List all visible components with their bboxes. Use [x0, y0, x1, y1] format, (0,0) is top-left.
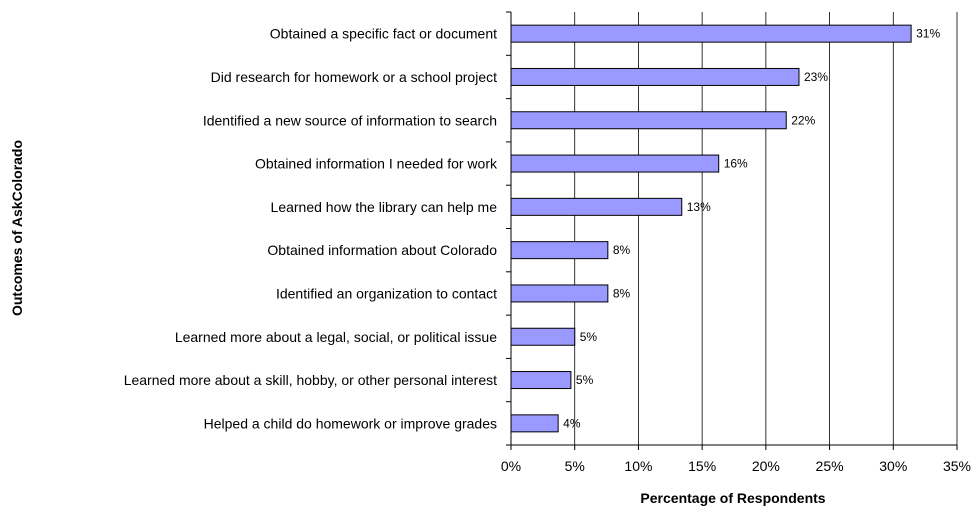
x-tick-label: 5%	[565, 458, 585, 474]
category-label: Obtained information I needed for work	[255, 156, 498, 172]
data-label: 22%	[791, 113, 815, 127]
bar	[510, 371, 572, 390]
bar	[510, 241, 609, 260]
x-tick-label: 25%	[816, 458, 844, 474]
data-label: 16%	[724, 157, 748, 171]
x-tick-label: 15%	[688, 458, 716, 474]
data-label: 4%	[563, 416, 581, 430]
x-tick-label: 35%	[943, 458, 971, 474]
data-label: 13%	[687, 200, 711, 214]
category-label: Obtained information about Colorado	[267, 242, 497, 258]
category-label: Learned how the library can help me	[271, 199, 498, 215]
category-label: Obtained a specific fact or document	[270, 26, 497, 42]
x-tick-label: 30%	[879, 458, 907, 474]
data-label: 5%	[576, 373, 594, 387]
category-label: Learned more about a skill, hobby, or ot…	[124, 372, 497, 388]
bar	[510, 284, 609, 303]
y-axis-title: Outcomes of AskColorado	[9, 140, 25, 316]
data-label: 31%	[916, 27, 940, 41]
bar	[510, 154, 720, 173]
category-label: Identified an organization to contact	[276, 285, 497, 301]
bar	[510, 111, 787, 130]
data-label: 8%	[613, 243, 631, 257]
x-axis-title: Percentage of Respondents	[640, 490, 825, 506]
category-label: Did research for homework or a school pr…	[211, 69, 497, 85]
category-label: Identified a new source of information t…	[203, 112, 497, 128]
bar	[510, 24, 912, 43]
bars	[510, 24, 912, 433]
category-label: Learned more about a legal, social, or p…	[175, 329, 497, 345]
labels: 31% 23% 22% 16% 13% 8% 8% 5% 5% 4% Obtained a spec…	[124, 26, 971, 474]
bar	[510, 414, 559, 433]
data-label: 23%	[804, 70, 828, 84]
category-label: Helped a child do homework or improve gr…	[204, 415, 497, 431]
axes	[506, 11, 958, 450]
x-tick-label: 10%	[624, 458, 652, 474]
bar	[510, 197, 683, 216]
x-tick-label: 0%	[501, 458, 521, 474]
bar	[510, 327, 576, 346]
data-label: 8%	[613, 286, 631, 300]
x-tick-label: 20%	[752, 458, 780, 474]
bar	[510, 67, 800, 86]
data-label: 5%	[580, 330, 598, 344]
